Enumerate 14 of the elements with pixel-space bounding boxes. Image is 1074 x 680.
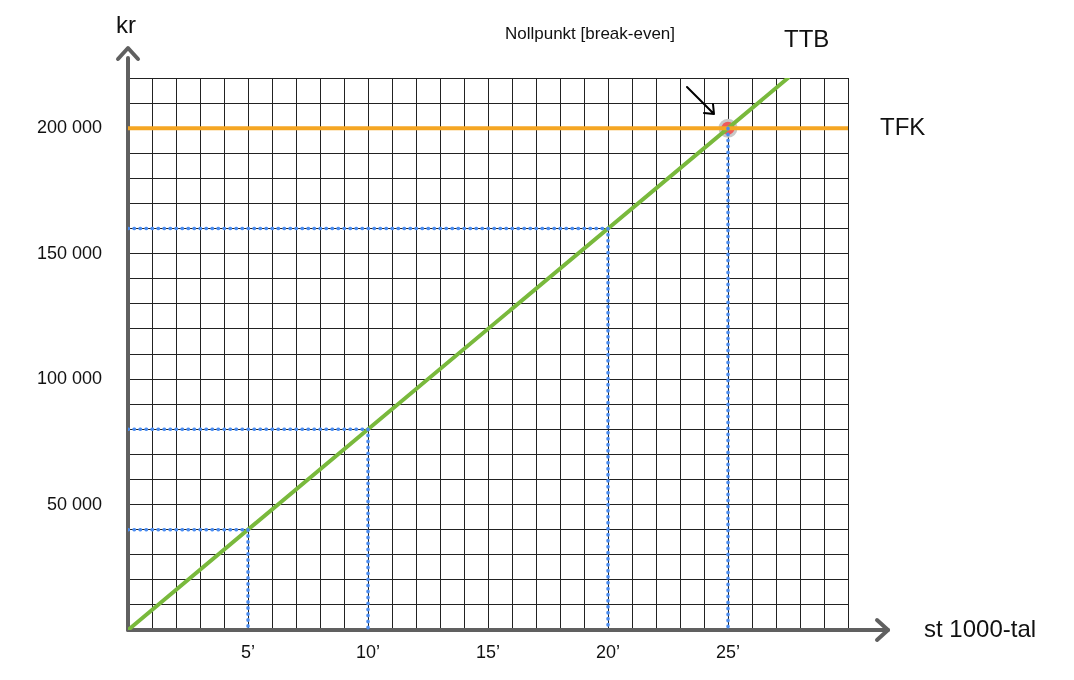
series-label: TFK: [880, 112, 926, 140]
x-tick-label: 15’: [475, 641, 501, 662]
y-tick-label: 100 000: [36, 368, 102, 389]
series-label: TTB: [784, 24, 830, 52]
y-tick-label: 150 000: [36, 242, 102, 263]
x-tick-label: 5’: [240, 641, 256, 662]
x-axis-title: st 1000-tal: [924, 614, 1037, 642]
y-tick-label: 200 000: [36, 117, 102, 138]
y-tick-label: 50 000: [46, 493, 102, 514]
y-axis-title: kr: [116, 10, 136, 38]
x-tick-label: 25’: [715, 641, 741, 662]
x-tick-label: 20’: [595, 641, 621, 662]
x-tick-label: 10’: [355, 641, 381, 662]
text: Nollpunkt [break-even]: [504, 23, 676, 43]
